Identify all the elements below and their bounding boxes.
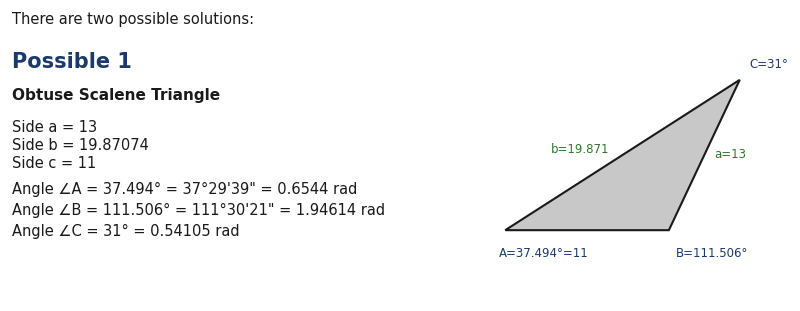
- Text: Obtuse Scalene Triangle: Obtuse Scalene Triangle: [12, 88, 220, 103]
- Text: a=13: a=13: [714, 148, 746, 161]
- Text: B=111.506°: B=111.506°: [675, 247, 748, 260]
- Text: Angle ∠B = 111.506° = 111°30'21" = 1.94614 rad: Angle ∠B = 111.506° = 111°30'21" = 1.946…: [12, 203, 385, 218]
- Text: Angle ∠C = 31° = 0.54105 rad: Angle ∠C = 31° = 0.54105 rad: [12, 224, 240, 239]
- Text: Possible 1: Possible 1: [12, 52, 132, 72]
- Text: Side c = 11: Side c = 11: [12, 156, 96, 171]
- Text: C=31°: C=31°: [750, 58, 789, 72]
- Text: A=37.494°=11: A=37.494°=11: [498, 247, 588, 260]
- Text: b=19.871: b=19.871: [550, 143, 609, 156]
- Polygon shape: [506, 80, 740, 230]
- Text: Side b = 19.87074: Side b = 19.87074: [12, 138, 149, 153]
- Text: There are two possible solutions:: There are two possible solutions:: [12, 12, 254, 27]
- Text: Angle ∠A = 37.494° = 37°29'39" = 0.6544 rad: Angle ∠A = 37.494° = 37°29'39" = 0.6544 …: [12, 182, 358, 197]
- Text: Side a = 13: Side a = 13: [12, 120, 97, 135]
